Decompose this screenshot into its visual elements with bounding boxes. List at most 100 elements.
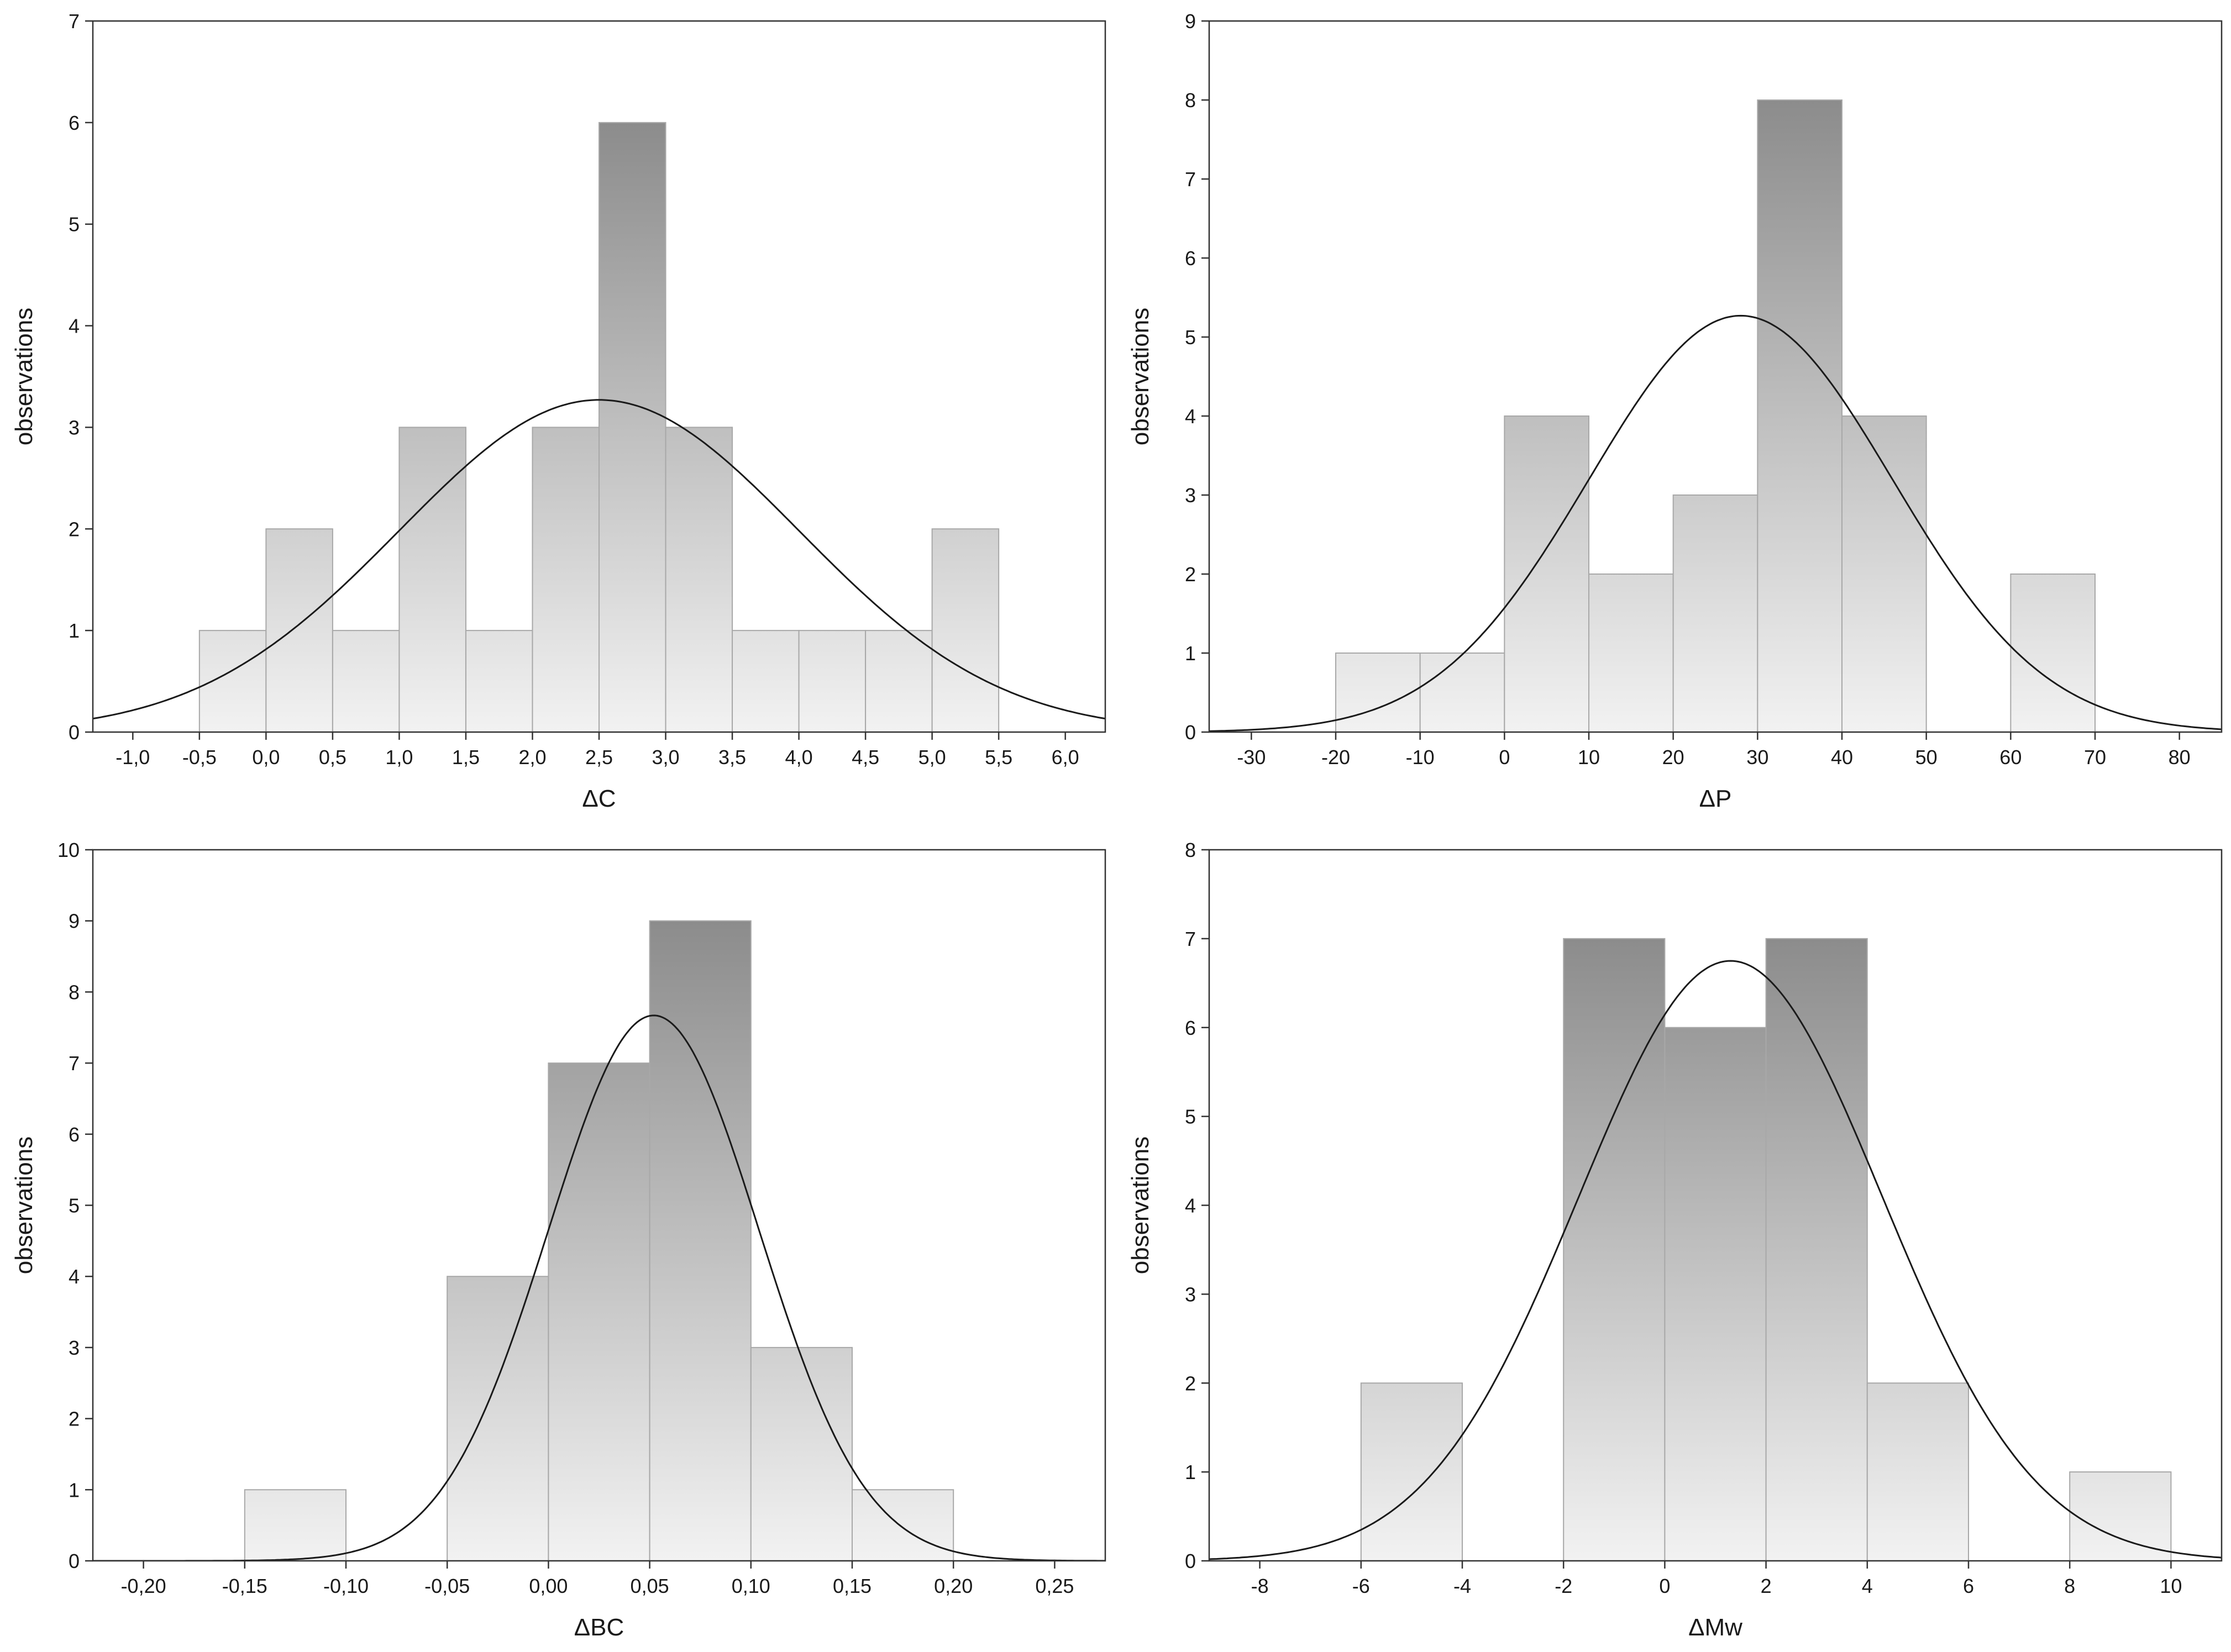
y-tick-label: 2 <box>1185 1372 1196 1395</box>
histogram-bar <box>1360 1382 1463 1561</box>
x-tick-label: 2,5 <box>585 746 613 769</box>
y-tick-label: 7 <box>1185 168 1196 191</box>
y-axis-title: observations <box>11 1137 38 1274</box>
y-tick-label: 1 <box>69 619 80 642</box>
histogram-bar <box>1335 653 1421 733</box>
histogram-bar <box>1866 1382 1970 1561</box>
histogram-bar <box>1765 938 1868 1561</box>
y-tick-label: 6 <box>1185 1017 1196 1039</box>
x-tick-label: 40 <box>1831 746 1853 769</box>
histogram-panel-dbc: -0,20 -0,15 -0,10 -0,05 0,00 0,05 0,10 0,15 0,20… <box>0 829 1111 1648</box>
y-axis-title: observations <box>1127 308 1154 445</box>
x-tick-label: -0,10 <box>323 1575 369 1597</box>
y-tick-label: 4 <box>69 315 80 338</box>
histogram-bar <box>1504 415 1589 733</box>
x-tick-label: 30 <box>1746 746 1768 769</box>
bars-group <box>1335 99 2096 733</box>
x-tick-label: 70 <box>2084 746 2106 769</box>
histogram-bar <box>1672 494 1758 733</box>
y-tick-label: 5 <box>69 213 80 236</box>
x-tick-label: 0,05 <box>631 1575 669 1597</box>
y-tick-label: 1 <box>1185 642 1196 665</box>
x-tick-label: -20 <box>1321 746 1350 769</box>
x-tick-label: -0,20 <box>121 1575 166 1597</box>
x-tick-label: 4,5 <box>852 746 879 769</box>
y-tick-label: 7 <box>69 1052 80 1075</box>
histogram-chart-dc: -1,0 -0,5 0,0 0,5 1,0 1,5 2,0 2,5 3,0 3,5 4,0 4,5 5,… <box>11 10 1106 812</box>
x-tick-label: 2,0 <box>518 746 546 769</box>
x-tick-label: 0 <box>1659 1575 1670 1597</box>
x-tick-label: 8 <box>2064 1575 2075 1597</box>
x-axis-title: ΔC <box>582 785 616 812</box>
histogram-panel-dc: -1,0 -0,5 0,0 0,5 1,0 1,5 2,0 2,5 3,0 3,5 4,0 4,5 5,… <box>0 0 1111 823</box>
normal-fit-curve <box>93 399 1105 720</box>
y-tick-label: 5 <box>1185 1106 1196 1128</box>
y-axis-title: observations <box>11 308 38 445</box>
x-tick-label: -4 <box>1453 1575 1471 1597</box>
y-tick-label: 8 <box>1185 839 1196 861</box>
x-tick-label: 0,15 <box>833 1575 872 1597</box>
x-tick-label: -0,5 <box>182 746 217 769</box>
y-tick-label: 3 <box>1185 484 1196 507</box>
histogram-bar <box>665 427 733 733</box>
histogram-bar <box>1588 574 1674 733</box>
bars-group <box>244 920 954 1562</box>
x-tick-label: 4 <box>1862 1575 1873 1597</box>
histogram-bar <box>1757 99 1843 733</box>
x-tick-label: -0,05 <box>424 1575 470 1597</box>
x-tick-label: 5,0 <box>918 746 946 769</box>
y-tick-label: 2 <box>69 518 80 540</box>
x-tick-label: 20 <box>1662 746 1684 769</box>
histogram-bar <box>798 630 867 733</box>
x-tick-label: 1,5 <box>452 746 480 769</box>
y-tick-label: 1 <box>69 1479 80 1501</box>
y-tick-label: 4 <box>69 1265 80 1288</box>
y-tick-label: 3 <box>1185 1283 1196 1306</box>
histogram-bar <box>332 630 400 733</box>
histogram-bar <box>1563 938 1666 1561</box>
x-tick-label: 1,0 <box>385 746 413 769</box>
normal-fit-curve <box>1209 960 2222 1560</box>
y-tick-label: 4 <box>1185 1195 1196 1217</box>
x-tick-label: 4,0 <box>785 746 813 769</box>
x-tick-label: 0,20 <box>934 1575 973 1597</box>
histogram-chart-dmw: -8 -6 -4 -2 0 2 4 6 8 10 0 1 2 3 4 5 6 7 8 ΔMw observations <box>1127 839 2223 1641</box>
x-tick-label: -8 <box>1251 1575 1269 1597</box>
histogram-bar <box>465 630 533 733</box>
y-tick-label: 3 <box>69 1337 80 1359</box>
x-tick-label: 0,25 <box>1035 1575 1074 1597</box>
histogram-bar <box>2010 574 2096 733</box>
y-tick-label: 10 <box>57 839 80 861</box>
plot-frame <box>1208 20 2223 733</box>
y-tick-label: 0 <box>69 1550 80 1572</box>
histogram-bar <box>599 122 666 733</box>
y-tick-label: 4 <box>1185 405 1196 428</box>
bars-group <box>198 122 1000 733</box>
histogram-bar <box>265 528 333 733</box>
histogram-bar <box>732 630 800 733</box>
histogram-bar <box>2069 1471 2172 1561</box>
histogram-chart-dbc: -0,20 -0,15 -0,10 -0,05 0,00 0,05 0,10 0,15 0,20… <box>11 839 1106 1641</box>
x-axis-title: ΔMw <box>1688 1614 1742 1641</box>
histogram-bar <box>931 528 1000 733</box>
histogram-bar <box>532 427 600 733</box>
y-tick-label: 9 <box>69 910 80 933</box>
histogram-bar <box>398 427 466 733</box>
x-tick-label: -30 <box>1237 746 1266 769</box>
x-tick-label: 3,5 <box>718 746 746 769</box>
y-tick-label: 7 <box>1185 928 1196 950</box>
x-tick-label: 10 <box>1578 746 1600 769</box>
x-tick-label: -10 <box>1406 746 1435 769</box>
y-tick-label: 0 <box>1185 721 1196 744</box>
x-tick-label: 0,00 <box>529 1575 568 1597</box>
histogram-bar <box>1419 653 1505 733</box>
x-tick-label: 6,0 <box>1052 746 1079 769</box>
normal-fit-curve <box>1209 314 2222 732</box>
y-tick-label: 0 <box>1185 1550 1196 1572</box>
histogram-bar <box>649 920 752 1562</box>
x-tick-label: 10 <box>2160 1575 2182 1597</box>
y-tick-label: 7 <box>69 10 80 33</box>
histogram-panel-dmw: -8 -6 -4 -2 0 2 4 6 8 10 0 1 2 3 4 5 6 7 8 ΔMw observations <box>1116 829 2227 1648</box>
x-tick-label: 60 <box>1999 746 2022 769</box>
y-tick-label: 9 <box>1185 10 1196 33</box>
